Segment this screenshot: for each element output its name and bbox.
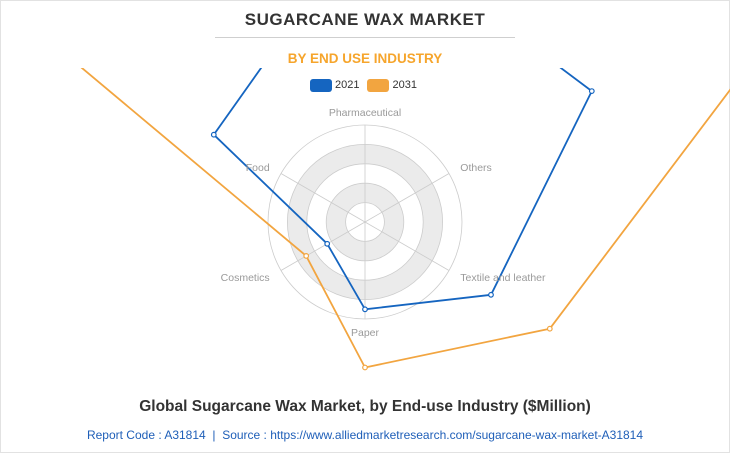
legend-item-2021[interactable]: 2021 xyxy=(310,78,360,92)
series-2031-point[interactable] xyxy=(44,35,49,40)
legend-swatch-2021 xyxy=(310,78,332,92)
category-label-textile-and-leather: Textile and leather xyxy=(460,272,546,284)
grid-spoke xyxy=(364,173,450,223)
series-2031-point[interactable] xyxy=(303,252,310,259)
legend-label-2021: 2021 xyxy=(335,79,360,91)
report-separator: | xyxy=(212,428,216,442)
category-labels: Pharmaceutical Others Textile and leather P… xyxy=(221,107,546,339)
category-label-cosmetics: Cosmetics xyxy=(221,272,270,284)
grid-spoke xyxy=(280,221,366,271)
grid-spoke xyxy=(280,173,366,223)
title-divider xyxy=(215,37,515,38)
legend-swatch-2031 xyxy=(367,78,390,92)
source-link[interactable]: Source : https://www.alliedmarketresearc… xyxy=(222,428,644,442)
series-2021-point[interactable] xyxy=(210,131,217,138)
series-2021-point[interactable] xyxy=(488,291,494,298)
series-2031-point[interactable] xyxy=(362,364,368,371)
series-2021-point[interactable] xyxy=(324,240,331,247)
report-line: Report Code : A31814 | Source : https://… xyxy=(0,428,730,442)
chart-legend: 2021 2031 xyxy=(310,77,417,93)
category-label-others: Others xyxy=(460,162,492,174)
legend-item-2031[interactable]: 2031 xyxy=(367,78,417,92)
page-title: SUGARCANE WAX MARKET xyxy=(244,10,486,29)
grid-spoke xyxy=(364,221,450,271)
series-2021-point[interactable] xyxy=(588,88,595,94)
report-code: Report Code : A31814 xyxy=(86,428,206,442)
page-subtitle: BY END USE INDUSTRY xyxy=(287,51,443,66)
chart-heading: Global Sugarcane Wax Market, by End-use … xyxy=(139,398,591,415)
legend-label-2031: 2031 xyxy=(392,79,417,91)
category-label-paper: Paper xyxy=(351,327,380,339)
category-label-pharmaceutical: Pharmaceutical xyxy=(329,107,401,119)
radar-grid xyxy=(267,124,463,320)
series-2031-point[interactable] xyxy=(546,325,553,332)
series-2021-point[interactable] xyxy=(362,306,368,313)
category-label-food: Food xyxy=(246,162,270,174)
series-layer xyxy=(44,35,730,371)
